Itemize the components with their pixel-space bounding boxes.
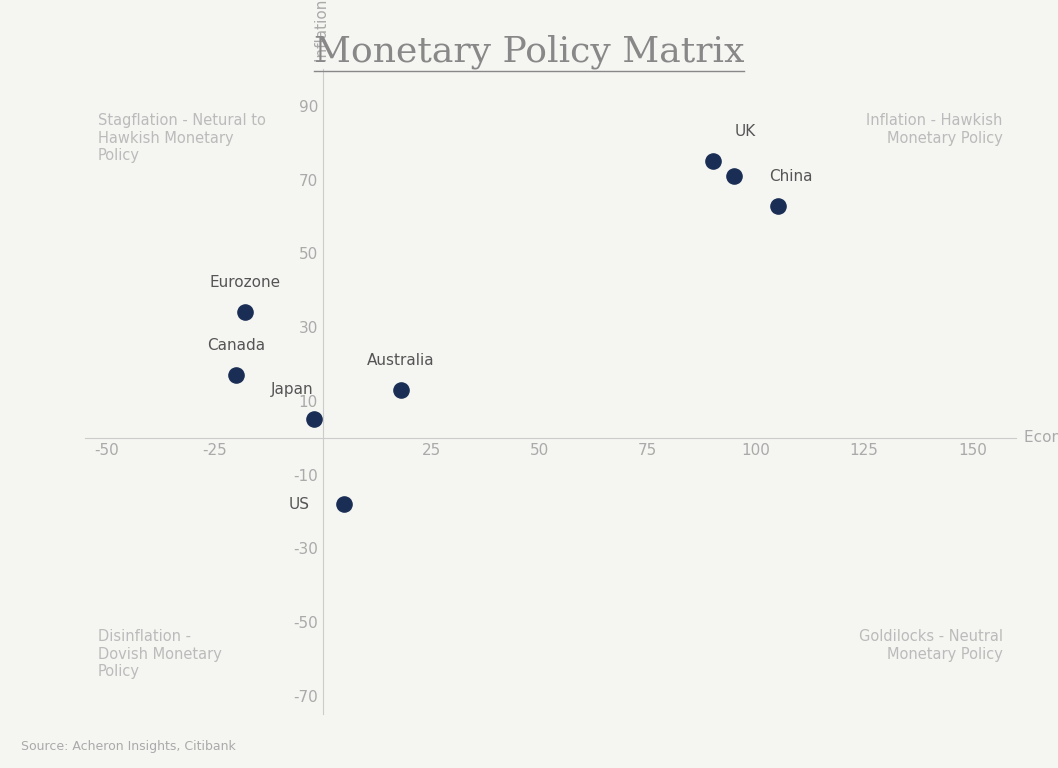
Point xyxy=(236,306,253,319)
Text: Inflation Surprise Index: Inflation Surprise Index xyxy=(315,0,330,61)
Text: US: US xyxy=(289,497,310,511)
Point xyxy=(393,384,409,396)
Text: Eurozone: Eurozone xyxy=(209,275,280,290)
Point xyxy=(769,200,786,212)
Text: Stagflation - Netural to
Hawkish Monetary
Policy: Stagflation - Netural to Hawkish Monetar… xyxy=(97,114,266,163)
Point xyxy=(726,170,743,182)
Text: Goldilocks - Neutral
Monetary Policy: Goldilocks - Neutral Monetary Policy xyxy=(859,630,1003,662)
Text: Canada: Canada xyxy=(207,338,266,353)
Text: Monetary Policy Matrix: Monetary Policy Matrix xyxy=(314,35,744,69)
Point xyxy=(306,413,323,425)
Text: UK: UK xyxy=(734,124,755,139)
Text: Source: Acheron Insights, Citibank: Source: Acheron Insights, Citibank xyxy=(21,740,236,753)
Text: China: China xyxy=(769,168,813,184)
Point xyxy=(336,498,353,510)
Text: Disinflation -
Dovish Monetary
Policy: Disinflation - Dovish Monetary Policy xyxy=(97,630,221,679)
Text: Inflation - Hawkish
Monetary Policy: Inflation - Hawkish Monetary Policy xyxy=(867,114,1003,146)
Point xyxy=(227,369,244,381)
Text: Australia: Australia xyxy=(367,353,435,368)
Text: Japan: Japan xyxy=(271,382,314,397)
Point xyxy=(704,155,720,167)
Text: Economic Surprise Index: Economic Surprise Index xyxy=(1024,430,1058,445)
